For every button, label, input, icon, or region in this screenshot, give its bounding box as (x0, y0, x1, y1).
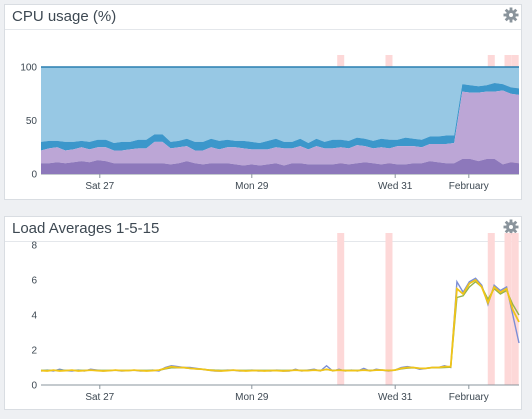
cpu-base-area (41, 159, 519, 174)
y-tick-label: 100 (20, 63, 37, 74)
gear-icon[interactable] (503, 7, 519, 23)
gear-icon[interactable] (503, 219, 519, 235)
x-tick-label: February (449, 392, 489, 403)
x-tick-label: Wed 31 (378, 392, 413, 403)
cpu-system-area (41, 83, 519, 151)
x-tick-label: February (449, 181, 489, 192)
x-tick-label: Mon 29 (235, 392, 269, 403)
x-tick-label: Mon 29 (235, 181, 269, 192)
x-tick-label: Wed 31 (378, 181, 413, 192)
y-tick-label: 2 (31, 346, 37, 357)
load-averages-panel: Load Averages 1-5-15 0 2 4 6 8 Sat 27 Mon 29 We… (4, 216, 522, 410)
load-5-line (40, 278, 520, 372)
y-tick-label: 4 (31, 311, 37, 322)
y-tick-label: 0 (31, 170, 37, 181)
y-tick-label: 50 (26, 116, 38, 127)
load-1-line (40, 277, 520, 372)
cpu-usage-chart: 0 50 100 Sat 27 Mon 29 Wed 31 February (20, 55, 519, 192)
panel-title: Load Averages 1-5-15 (12, 220, 160, 237)
y-tick-label: 6 (31, 276, 37, 287)
y-tick-label: 8 (31, 241, 37, 252)
event-marker-band (337, 233, 345, 385)
cpu-usage-panel: CPU usage (%) 0 50 100 Sat 27 Mon 29 Wed 31 Fe… (4, 4, 522, 200)
panel-divider (5, 29, 521, 30)
load-averages-chart: 0 2 4 6 8 Sat 27 Mon 29 Wed 31 February (31, 233, 520, 403)
load-15-line (41, 280, 520, 372)
event-marker-band (487, 233, 495, 385)
event-marker-band (504, 233, 512, 385)
cpu-user-area (41, 90, 519, 166)
event-marker-band (385, 233, 393, 385)
x-tick-label: Sat 27 (85, 181, 114, 192)
panel-divider (5, 241, 521, 242)
x-tick-label: Sat 27 (85, 392, 114, 403)
panel-title: CPU usage (%) (12, 8, 117, 25)
y-tick-label: 0 (31, 381, 37, 392)
cpu-total-area (41, 67, 519, 143)
